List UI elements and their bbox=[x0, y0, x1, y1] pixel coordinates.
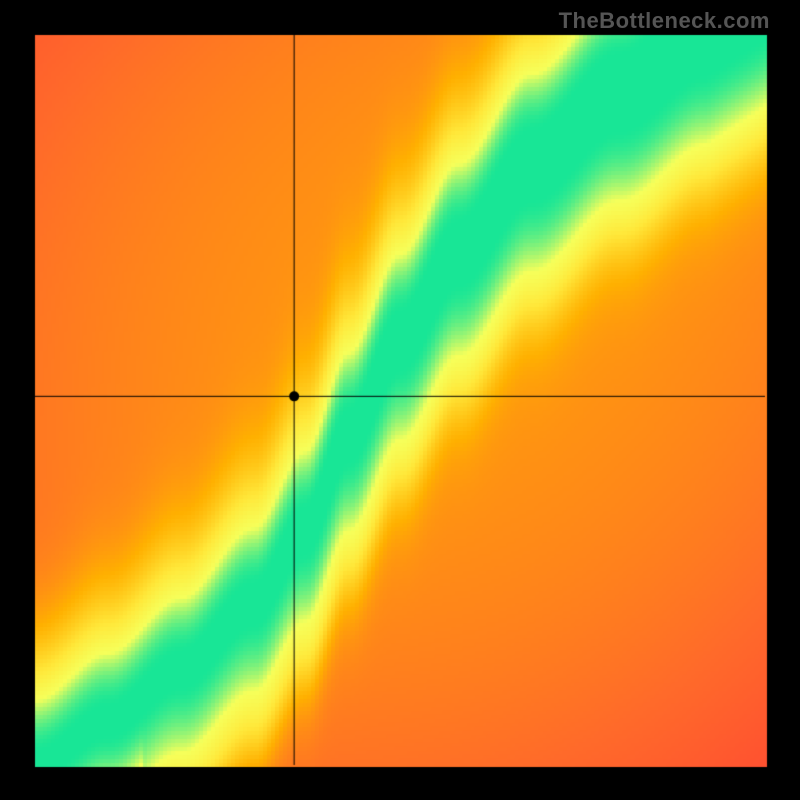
chart-root: TheBottleneck.com bbox=[0, 0, 800, 800]
bottleneck-heatmap bbox=[0, 0, 800, 800]
watermark-label: TheBottleneck.com bbox=[559, 8, 770, 34]
